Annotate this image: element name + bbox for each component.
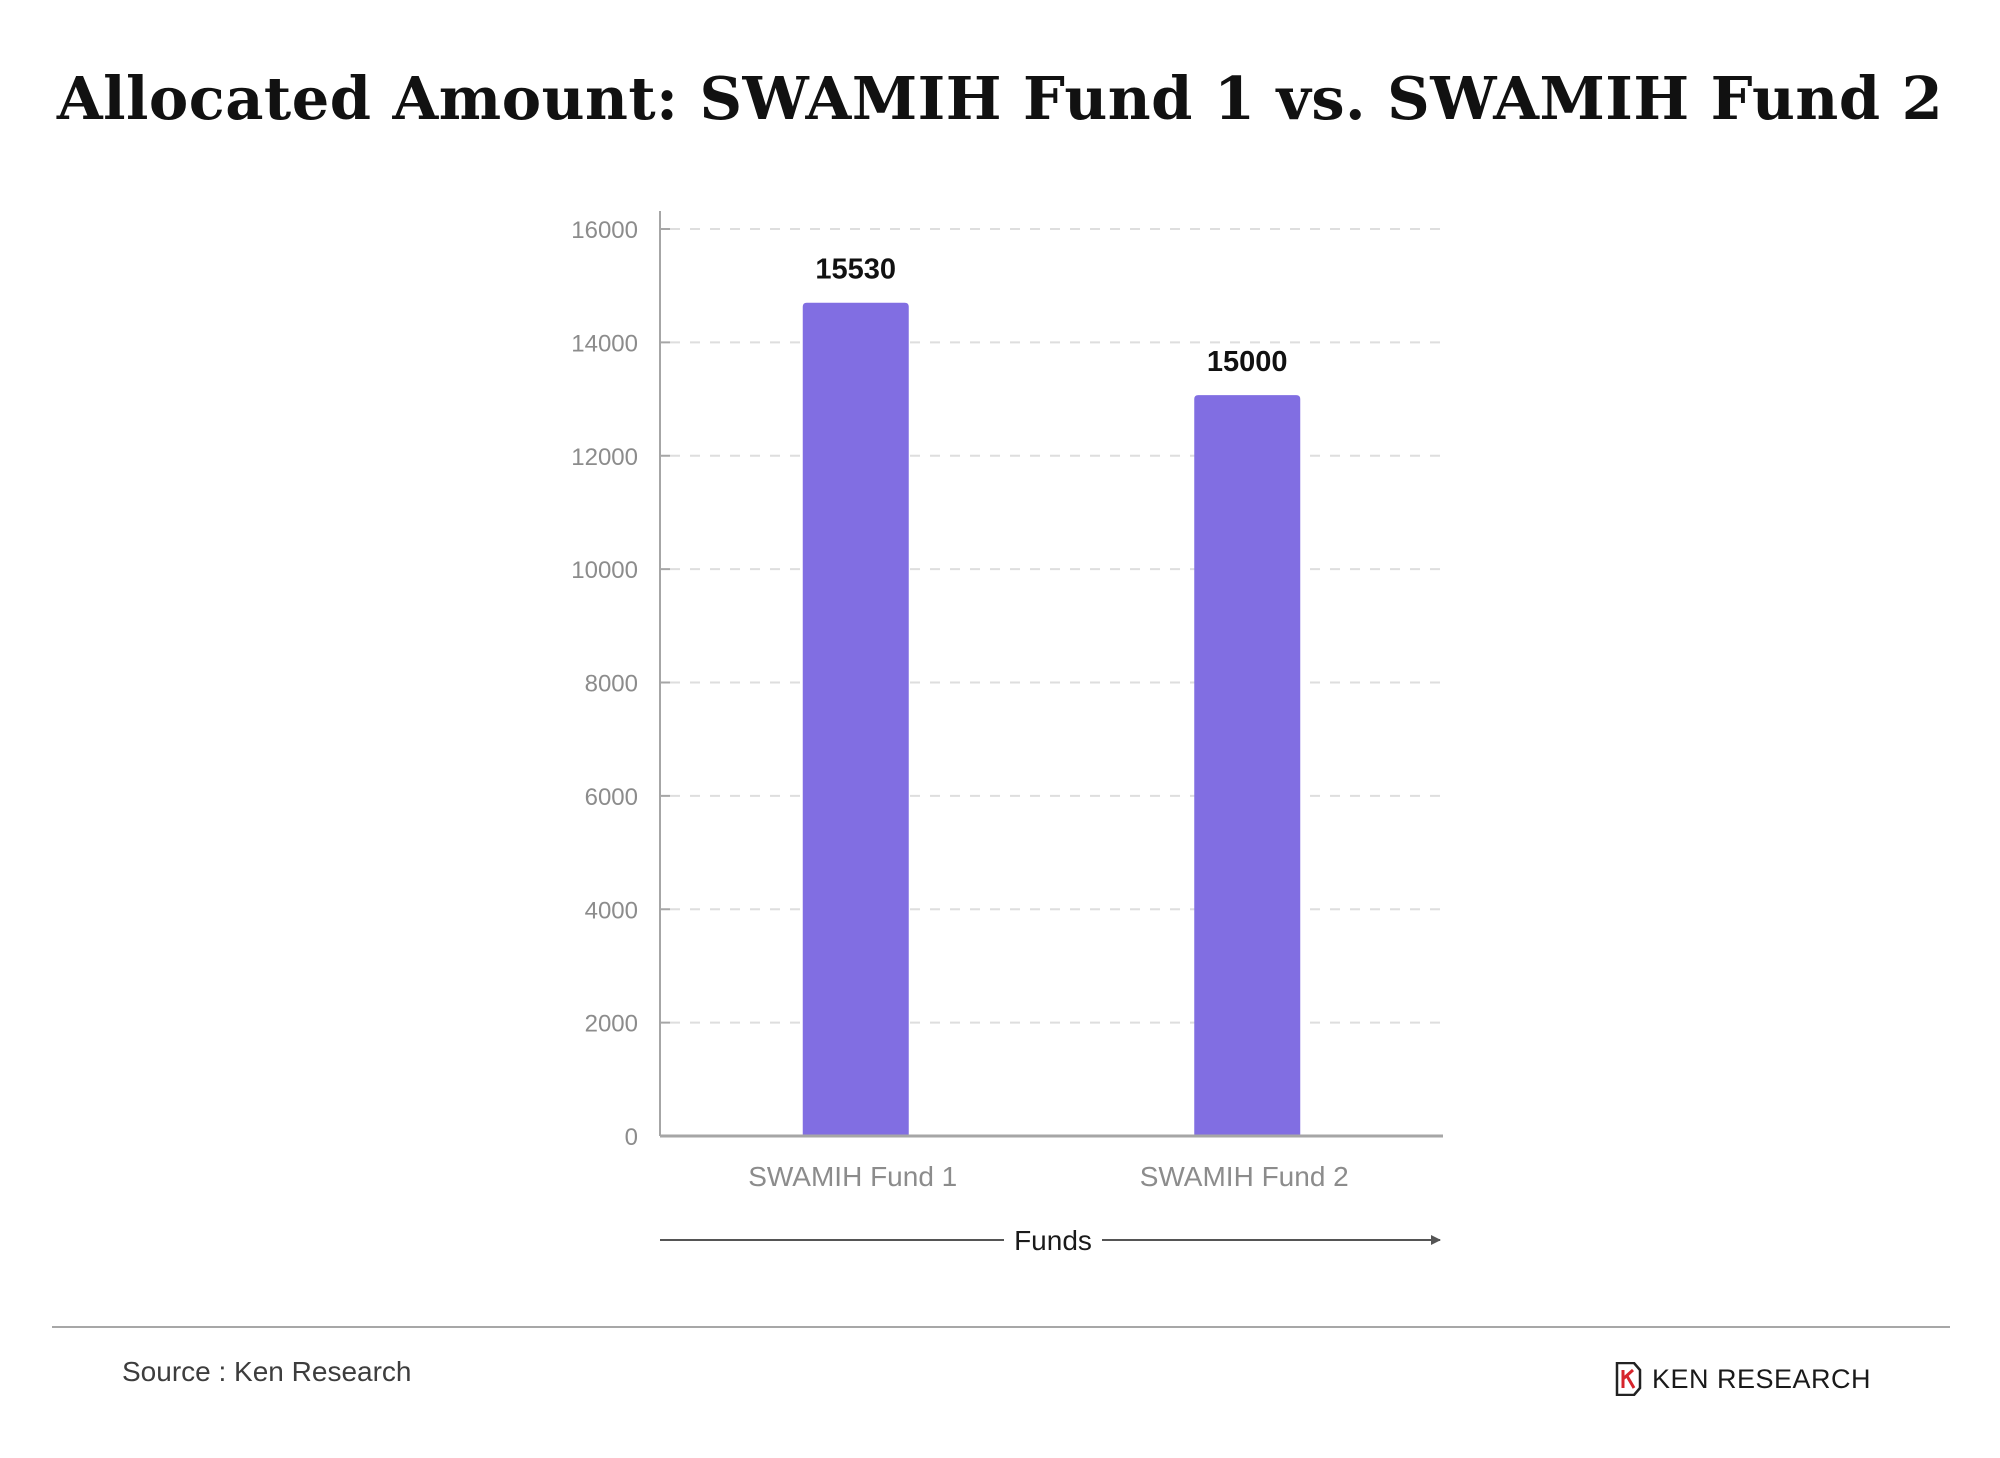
data-label: 15000 bbox=[1207, 346, 1288, 378]
y-tick-label: 10000 bbox=[571, 557, 638, 584]
y-tick-label: 12000 bbox=[571, 444, 638, 471]
y-tick-label: 16000 bbox=[571, 217, 638, 244]
source-note: Source : Ken Research bbox=[122, 1356, 412, 1387]
y-tick-label: 0 bbox=[625, 1124, 638, 1151]
brand-name: KEN RESEARCH bbox=[1652, 1363, 1872, 1394]
y-tick-label: 2000 bbox=[585, 1011, 638, 1038]
ken-research-k-icon bbox=[1615, 1362, 1642, 1396]
chart-title: Allocated Amount: SWAMIH Fund 1 vs. SWAM… bbox=[56, 64, 1944, 133]
ken-research-logo: KEN RESEARCH bbox=[1614, 1362, 1871, 1396]
y-tick-label: 14000 bbox=[571, 330, 638, 357]
x-tick-label: SWAMIH Fund 1 bbox=[748, 1161, 957, 1192]
x-axis-title: Funds bbox=[1014, 1225, 1092, 1256]
y-tick-label: 4000 bbox=[585, 897, 638, 924]
y-tick-label: 6000 bbox=[585, 784, 638, 811]
bar-chart: 0 2000 4000 6000 8000 10000 12000 14000 16000 155… bbox=[571, 211, 1443, 1256]
y-tick-label: 8000 bbox=[585, 671, 638, 698]
footer-divider bbox=[52, 1326, 1950, 1328]
bar-2 bbox=[1194, 395, 1301, 1136]
data-label: 15530 bbox=[815, 254, 896, 286]
x-tick-label: SWAMIH Fund 2 bbox=[1140, 1161, 1349, 1192]
bar-1 bbox=[802, 302, 909, 1137]
